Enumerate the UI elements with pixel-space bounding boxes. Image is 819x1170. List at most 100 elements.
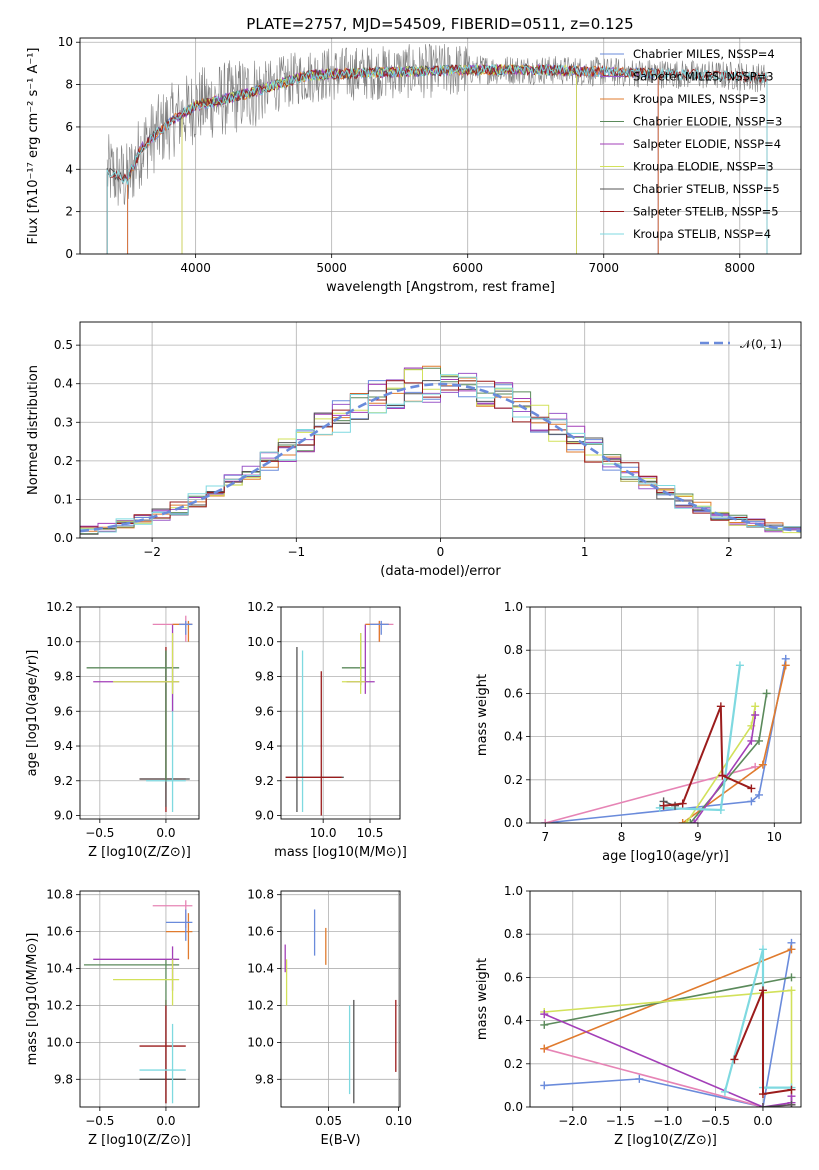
mass-weight-marker	[682, 819, 691, 823]
x-tick-label: 6000	[452, 261, 483, 275]
mass-weight-vs-metallicity-panel: −2.0 −1.5 −1.0 −0.5 0.0 0.0 0.2 0.4 0.6 0.8 1.0 Z […	[475, 884, 802, 1148]
grid-lines	[80, 891, 199, 1107]
y-tick-label: 0.0	[54, 531, 73, 545]
y-tick-label: 9.8	[54, 1072, 73, 1086]
y-tick-label: 0.2	[504, 773, 523, 787]
x-tick-label: 1	[581, 545, 589, 559]
plot-area	[541, 654, 790, 823]
x-tick-label: −2	[143, 545, 161, 559]
y-tick-label: 0.6	[504, 686, 523, 700]
x-axis-label: age [log10(age/yr)]	[602, 849, 729, 864]
y-tick-label: 0.5	[54, 338, 73, 352]
x-tick-label: −0.5	[85, 1114, 114, 1128]
x-tick-label: −1	[287, 545, 305, 559]
y-tick-label: 10.0	[247, 1035, 274, 1049]
plot-area	[285, 620, 394, 816]
y-axis-label: Flux [fλ10⁻¹⁷ erg cm⁻² s⁻¹ A⁻¹]	[26, 48, 41, 245]
mass-weight-marker	[755, 790, 764, 799]
x-tick-label: −0.5	[701, 1114, 730, 1128]
y-tick-label: 0.4	[504, 1014, 523, 1028]
y-tick-label: 0	[65, 247, 73, 261]
plot-area	[83, 900, 193, 1104]
y-tick-label: 10.2	[46, 998, 73, 1012]
y-tick-label: 10.6	[247, 925, 274, 939]
x-tick-label: 0.10	[385, 1114, 412, 1128]
x-axis-label: Z [log10(Z/Z⊙)]	[88, 1133, 191, 1148]
y-tick-label: 0.0	[504, 816, 523, 830]
plot-area	[86, 615, 193, 813]
y-tick-label: 1.0	[504, 600, 523, 614]
y-tick-label: 10.2	[247, 998, 274, 1012]
legend-entry: Chabrier MILES, NSSP=4	[633, 47, 775, 61]
mass-weight-marker	[635, 1074, 644, 1083]
y-tick-label: 10.8	[46, 888, 73, 902]
mass-weight-marker	[787, 986, 796, 995]
x-tick-label: 2	[725, 545, 733, 559]
x-tick-label: 7000	[588, 261, 619, 275]
mass-weight-marker	[659, 801, 668, 810]
mass-weight-marker	[747, 736, 756, 745]
x-tick-label: −1.0	[653, 1114, 682, 1128]
y-axis-label: mass weight	[475, 674, 490, 756]
y-tick-label: 9.0	[54, 809, 73, 823]
x-tick-label: 8000	[725, 261, 756, 275]
x-axis-label: Z [log10(Z/Z⊙)]	[88, 845, 191, 860]
age-vs-mass-panel: 10.0 10.5 9.0 9.2 9.4 9.6 9.8 10.0 10.2 mass [log…	[247, 600, 407, 860]
y-tick-label: 0.1	[54, 492, 73, 506]
mass-weight-line	[733, 990, 792, 1096]
x-axis-label: wavelength [Angstrom, rest frame]	[326, 280, 555, 295]
axes-frame	[79, 37, 802, 255]
spectrum-legend: Chabrier MILES, NSSP=4 Salpeter MILES, NS…	[600, 47, 782, 241]
legend-entry: Kroupa STELIB, NSSP=4	[633, 227, 771, 241]
y-tick-label: 9.8	[255, 670, 274, 684]
x-tick-label: 0.0	[753, 1114, 772, 1128]
mass-weight-marker	[758, 1103, 767, 1107]
plot-area	[284, 909, 397, 1104]
x-tick-label: 7	[541, 830, 549, 844]
figure-title: PLATE=2757, MJD=54509, FIBERID=0511, z=0…	[246, 15, 633, 33]
y-tick-label: 0.2	[54, 454, 73, 468]
mass-weight-marker	[747, 797, 756, 806]
mass-weight-marker	[758, 1090, 767, 1099]
y-tick-label: 9.2	[54, 774, 73, 788]
y-tick-label: 9.8	[54, 670, 73, 684]
age-vs-metallicity-panel: −0.5 0.0 9.0 9.2 9.4 9.6 9.8 10.0 10.2 Z [log10(Z…	[25, 600, 200, 860]
x-tick-label: 9	[694, 830, 702, 844]
mass-weight-marker	[787, 973, 796, 982]
x-tick-label: 4000	[180, 261, 211, 275]
x-tick-label: 0.0	[156, 826, 175, 840]
y-tick-label: 0.3	[54, 415, 73, 429]
y-tick-label: 9.8	[255, 1072, 274, 1086]
x-tick-label: 8	[618, 830, 626, 844]
model-spectrum-line	[106, 63, 768, 254]
mass-weight-marker	[716, 702, 725, 711]
legend-entry: Kroupa ELODIE, NSSP=3	[633, 160, 774, 174]
x-tick-label: 0.0	[156, 1114, 175, 1128]
y-tick-label: 10.2	[247, 600, 274, 614]
y-tick-label: 10.2	[46, 600, 73, 614]
y-tick-label: 6	[65, 120, 73, 134]
y-tick-label: 1.0	[504, 884, 523, 898]
axes-frame	[529, 890, 802, 1108]
mass-weight-marker	[540, 1044, 549, 1053]
grid-lines	[281, 606, 400, 819]
mass-weight-marker	[781, 661, 790, 670]
mass-weight-line	[659, 665, 741, 812]
y-tick-label: 0.6	[504, 970, 523, 984]
mass-weight-marker	[690, 819, 699, 823]
y-tick-label: 10.6	[46, 925, 73, 939]
mass-vs-extinction-panel: 0.05 0.10 9.8 10.0 10.2 10.4 10.6 10.8 E(B-V)	[247, 888, 412, 1148]
mass-weight-marker	[762, 689, 771, 698]
y-tick-label: 10.0	[46, 1035, 73, 1049]
model-spectrum-line	[106, 63, 768, 254]
mass-weight-marker	[678, 799, 687, 808]
mass-weight-marker	[718, 771, 727, 780]
y-tick-label: 10.0	[247, 635, 274, 649]
normal-distribution-curve	[80, 382, 801, 533]
y-tick-label: 10.4	[46, 962, 73, 976]
mass-weight-marker	[787, 1085, 796, 1094]
mass-weight-vs-age-panel: 7 8 9 10 0.0 0.2 0.4 0.6 0.8 1.0 age [log10(age/yr…	[475, 600, 802, 864]
axes-frame	[280, 890, 401, 1108]
mass-weight-marker	[540, 1020, 549, 1029]
